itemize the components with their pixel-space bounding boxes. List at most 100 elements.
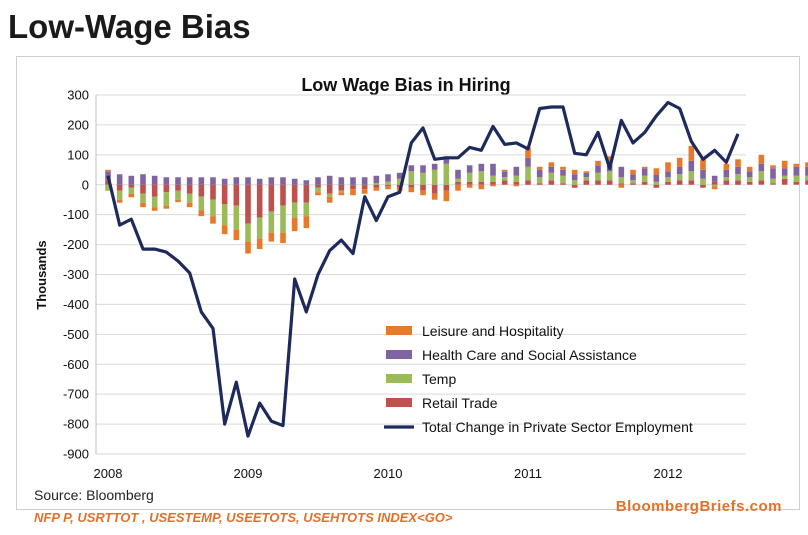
bar-temp [210, 199, 216, 217]
bar-leisure-and-hospitality [805, 162, 808, 167]
bar-retail-trade [501, 180, 508, 185]
bar-health-care-and-social-assistance [688, 160, 695, 172]
bar-retail-trade [688, 180, 695, 185]
bar-health-care-and-social-assistance [501, 171, 508, 178]
bar-temp [641, 175, 648, 182]
bar-leisure-and-hospitality [770, 165, 776, 169]
bar-temp [723, 177, 730, 181]
bar-leisure-and-hospitality [548, 162, 555, 167]
bar-health-care-and-social-assistance [665, 171, 671, 178]
bar-retail-trade [793, 181, 800, 185]
y-tick-label: -500 [63, 327, 89, 342]
bar-retail-trade [326, 184, 333, 194]
bar-leisure-and-hospitality [571, 169, 578, 175]
bar-leisure-and-hospitality [338, 192, 345, 196]
bar-retail-trade [490, 181, 496, 185]
bar-temp [595, 172, 601, 181]
bar-temp [793, 175, 800, 182]
legend-entry: Total Change in Private Sector Employmen… [422, 419, 693, 435]
bar-retail-trade [548, 180, 555, 185]
bar-health-care-and-social-assistance [326, 175, 333, 185]
bar-retail-trade [151, 184, 158, 197]
legend-entry: Retail Trade [422, 395, 498, 411]
bar-retail-trade [770, 183, 776, 185]
bar-health-care-and-social-assistance [595, 165, 601, 173]
bar-leisure-and-hospitality [303, 216, 310, 229]
legend: Leisure and Hospitality Health Care and S… [384, 323, 693, 435]
x-tick-label: 2009 [234, 466, 263, 481]
bar-leisure-and-hospitality [583, 171, 590, 173]
bar-retail-trade [676, 180, 683, 185]
bar-leisure-and-hospitality [595, 160, 601, 166]
bar-retail-trade [606, 180, 613, 185]
bar-temp [315, 187, 321, 193]
bar-health-care-and-social-assistance [478, 163, 485, 172]
bar-leisure-and-hospitality [618, 184, 625, 188]
bar-temp [665, 177, 671, 182]
bar-retail-trade [385, 184, 391, 187]
bar-health-care-and-social-assistance [186, 177, 193, 185]
bar-retail-trade [618, 183, 625, 185]
y-tick-label: -100 [63, 207, 89, 222]
bar-health-care-and-social-assistance [268, 177, 275, 185]
bar-retail-trade [221, 184, 228, 205]
bar-retail-trade [268, 184, 275, 212]
bar-health-care-and-social-assistance [175, 177, 181, 185]
bar-health-care-and-social-assistance [466, 165, 473, 173]
bar-leisure-and-hospitality [431, 193, 438, 200]
bar-retail-trade [758, 180, 765, 185]
bar-retail-trade [408, 184, 415, 188]
x-tick-label: 2008 [94, 466, 123, 481]
bar-health-care-and-social-assistance [758, 163, 765, 172]
bar-leisure-and-hospitality [641, 166, 648, 169]
x-tick-label: 2010 [374, 466, 403, 481]
bar-leisure-and-hospitality [326, 196, 333, 203]
bar-retail-trade [163, 184, 170, 193]
bar-temp [478, 171, 485, 182]
bar-temp [571, 180, 578, 185]
bar-temp [490, 175, 496, 182]
bar-health-care-and-social-assistance [361, 177, 368, 185]
legend-swatch [386, 326, 412, 335]
bar-retail-trade [443, 184, 450, 191]
bar-health-care-and-social-assistance [291, 178, 298, 185]
bar-health-care-and-social-assistance [338, 177, 345, 185]
bar-retail-trade [723, 180, 730, 185]
y-tick-label: 200 [67, 117, 89, 132]
chart-title: Low Wage Bias in Hiring [301, 75, 510, 95]
bar-health-care-and-social-assistance [163, 177, 170, 185]
bar-retail-trade [186, 184, 193, 194]
bar-temp [536, 177, 543, 184]
bar-leisure-and-hospitality [711, 186, 718, 190]
bar-retail-trade [361, 184, 368, 190]
bar-health-care-and-social-assistance [408, 165, 415, 172]
bar-retail-trade [571, 184, 578, 188]
y-tick-label: -200 [63, 237, 89, 252]
bar-retail-trade [735, 180, 741, 185]
bar-health-care-and-social-assistance [443, 156, 450, 164]
bar-leisure-and-hospitality [665, 162, 671, 172]
y-tick-label: -800 [63, 417, 89, 432]
bar-temp [770, 178, 776, 184]
bar-leisure-and-hospitality [210, 216, 216, 224]
bar-leisure-and-hospitality [245, 241, 251, 254]
bar-temp [431, 169, 438, 185]
page-title: Low-Wage Bias [8, 8, 251, 45]
bar-temp [105, 184, 111, 191]
bar-leisure-and-hospitality [221, 225, 228, 235]
bar-retail-trade [315, 184, 321, 188]
y-axis-ticks: 300 200 100 0 -100 -200 -300 -400 -500 -600 -700 -8… [63, 88, 89, 462]
bar-leisure-and-hospitality [606, 156, 613, 166]
bar-health-care-and-social-assistance [560, 169, 566, 176]
bar-leisure-and-hospitality [676, 157, 683, 167]
bar-retail-trade [128, 184, 135, 188]
bar-leisure-and-hospitality [735, 159, 741, 167]
brand-logo: BloombergBriefs.com [615, 498, 782, 515]
bar-retail-trade [711, 181, 718, 185]
bar-leisure-and-hospitality [385, 186, 391, 190]
legend-entry: Leisure and Hospitality [422, 323, 564, 339]
bar-leisure-and-hospitality [630, 169, 636, 175]
bar-retail-trade [630, 183, 636, 185]
bar-health-care-and-social-assistance [280, 177, 286, 185]
bar-temp [805, 175, 808, 181]
